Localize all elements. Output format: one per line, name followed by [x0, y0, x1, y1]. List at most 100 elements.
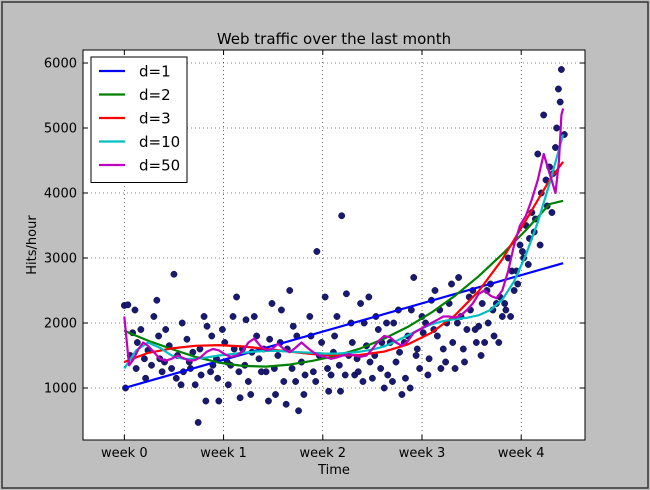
y-tick-label: 1000: [44, 382, 77, 397]
y-tick-label: 5000: [44, 122, 77, 137]
scatter-point: [374, 326, 382, 333]
scatter-point: [481, 339, 488, 346]
scatter-point: [534, 150, 542, 158]
scatter-point: [295, 407, 302, 415]
scatter-point: [300, 391, 308, 398]
scatter-point: [278, 306, 285, 314]
scatter-point: [153, 296, 161, 304]
legend-label: d=1: [139, 63, 171, 81]
scatter-point: [155, 332, 162, 340]
scatter-point: [507, 313, 514, 320]
legend-label: d=3: [139, 110, 171, 128]
scatter-point: [289, 322, 297, 330]
scatter-point: [268, 300, 276, 307]
scatter-point: [365, 293, 373, 301]
legend-label: d=2: [139, 86, 171, 104]
scatter-point: [168, 365, 175, 372]
scatter-point: [250, 313, 258, 320]
fit-lines: [123, 108, 565, 390]
scatter-point: [335, 361, 343, 369]
scatter-point: [318, 339, 325, 346]
scatter-point: [384, 371, 392, 379]
scatter-point: [354, 368, 362, 376]
scatter-point: [348, 339, 356, 346]
scatter-point: [183, 335, 191, 343]
scatter-point: [433, 332, 441, 340]
scatter-point: [389, 378, 396, 385]
scatter-point: [524, 261, 532, 268]
scatter-point: [442, 358, 450, 366]
scatter-point: [540, 111, 548, 119]
scatter-point: [510, 287, 518, 294]
scatter-point: [158, 368, 166, 376]
scatter-point: [312, 378, 320, 385]
scatter-point: [131, 306, 139, 314]
scatter-point: [337, 387, 344, 395]
scatter-point: [552, 144, 559, 151]
y-axis-label: Hits/hour: [25, 215, 40, 275]
x-tick-label: week 2: [299, 446, 346, 461]
scatter-point: [461, 358, 468, 366]
scatter-point: [172, 374, 180, 382]
scatter-point: [253, 332, 261, 340]
axis-ticks: week 0 week 1 week 2 week 3 week 4 1000 2000 30…: [44, 50, 585, 461]
scatter-point: [357, 300, 364, 307]
legend: d=1 d=2 d=3 d=10 d=50: [90, 56, 188, 183]
scatter-point: [229, 313, 237, 320]
scatter-point: [396, 348, 403, 356]
scatter-point: [170, 270, 178, 278]
scatter-point: [266, 335, 274, 343]
scatter-point: [203, 322, 211, 330]
series-line-d-1: [123, 262, 564, 390]
y-tick-label: 4000: [44, 187, 77, 202]
scatter-point: [224, 381, 232, 389]
scatter-point: [516, 241, 524, 249]
scatter-point: [197, 371, 205, 379]
scatter-point: [406, 384, 414, 392]
scatter-point: [463, 326, 471, 333]
scatter-point: [137, 326, 145, 333]
scatter-point: [178, 319, 186, 327]
legend-label: d=50: [139, 157, 180, 175]
y-tick-label: 6000: [44, 57, 77, 72]
scatter-point: [548, 209, 556, 216]
scatter-point: [553, 124, 561, 132]
scatter-point: [410, 274, 418, 281]
scatter-point: [265, 397, 272, 405]
scatter-point: [333, 313, 341, 320]
scatter-point: [215, 397, 223, 405]
scatter-point: [200, 313, 208, 320]
scatter-point: [338, 212, 346, 220]
scatter-point: [454, 319, 461, 327]
scatter-point: [306, 313, 314, 320]
scatter-point: [327, 371, 335, 379]
chart-title: Web traffic over the last month: [217, 30, 451, 48]
scatter-point: [244, 378, 252, 385]
scatter-point: [242, 316, 250, 324]
scatter-point: [236, 394, 244, 402]
scatter-point: [439, 345, 447, 353]
scatter-point: [324, 365, 331, 372]
x-axis-label: Time: [317, 463, 350, 478]
scatter-point: [282, 400, 290, 408]
scatter-point: [141, 355, 148, 363]
scatter-point: [288, 365, 296, 372]
scatter-point: [536, 241, 544, 249]
scatter-point: [413, 345, 421, 353]
scatter-point: [359, 378, 367, 385]
scatter-point: [514, 280, 522, 288]
scatter-point: [424, 371, 432, 379]
scatter-point: [556, 98, 564, 106]
scatter-point: [448, 280, 455, 288]
scatter-point: [280, 378, 288, 385]
scatter-point: [502, 306, 510, 314]
scatter-point: [449, 339, 457, 346]
scatter-point: [425, 355, 433, 363]
scatter-point: [555, 85, 562, 93]
scatter-point: [325, 387, 333, 395]
scatter-point: [477, 352, 485, 359]
scatter-point: [343, 290, 350, 298]
scatter-point: [218, 326, 226, 333]
scatter-point: [437, 365, 445, 372]
scatter-point: [191, 381, 199, 389]
